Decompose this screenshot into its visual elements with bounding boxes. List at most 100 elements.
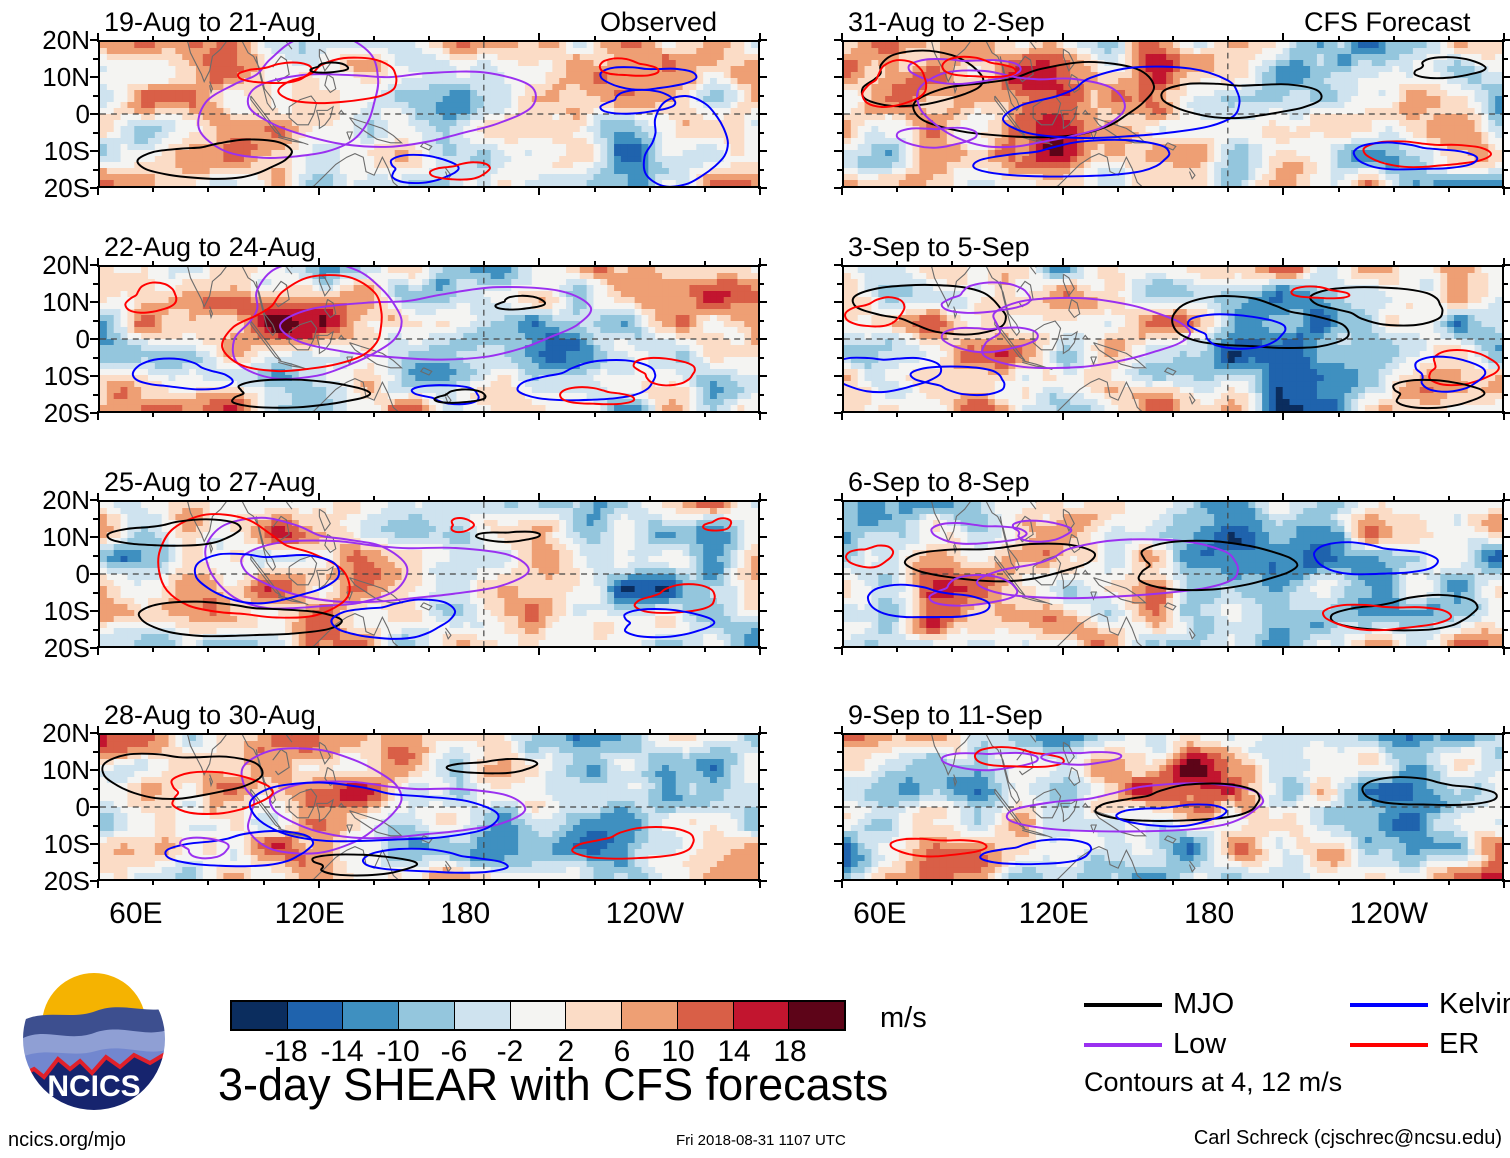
panel-title-1: 19-Aug to 21-Aug xyxy=(104,7,316,37)
colorbar-swatch-1 xyxy=(287,1002,344,1029)
x-tick xyxy=(1337,36,1340,42)
x-tick xyxy=(703,411,706,417)
x-tick xyxy=(262,646,265,652)
y-axis-tick-3-2: 0 xyxy=(75,559,90,589)
y-tick xyxy=(90,610,99,612)
y-tick xyxy=(834,301,843,303)
y-axis-tick-1-2: 0 xyxy=(75,99,90,129)
y-tick xyxy=(1502,393,1508,396)
x-tick xyxy=(428,411,430,417)
y-tick xyxy=(90,412,99,414)
x-tick xyxy=(1172,261,1174,267)
x-tick xyxy=(1503,33,1505,42)
x-tick xyxy=(1447,496,1450,502)
y-tick xyxy=(834,375,843,377)
x-tick xyxy=(951,186,954,192)
x-tick xyxy=(896,496,899,502)
x-tick xyxy=(372,186,375,192)
x-tick xyxy=(207,646,210,652)
y-tick xyxy=(834,499,843,501)
y-tick xyxy=(93,787,99,790)
x-tick xyxy=(896,646,899,652)
x-tick xyxy=(1227,879,1230,885)
y-axis-tick-4-2: 0 xyxy=(75,792,90,822)
x-tick xyxy=(951,879,954,885)
y-tick xyxy=(758,499,767,501)
colorbar-swatch-8 xyxy=(677,1002,734,1029)
y-tick xyxy=(93,393,99,396)
x-tick xyxy=(1006,729,1009,735)
y-tick xyxy=(758,187,767,189)
x-tick xyxy=(152,186,155,192)
y-tick xyxy=(758,319,764,322)
y-tick xyxy=(758,57,764,60)
contour-interval-note: Contours at 4, 12 m/s xyxy=(1084,1067,1343,1097)
y-tick xyxy=(758,150,767,152)
y-tick xyxy=(93,282,99,285)
x-tick xyxy=(262,879,265,885)
x-tick xyxy=(1503,493,1505,502)
x-tick xyxy=(317,33,320,42)
panel-title-2: 22-Aug to 24-Aug xyxy=(104,232,316,262)
y-tick xyxy=(1502,573,1510,575)
x-tick xyxy=(428,879,430,885)
plot-panel-1 xyxy=(98,40,760,188)
x-tick xyxy=(483,411,486,417)
x-tick xyxy=(1392,186,1395,192)
x-tick xyxy=(703,261,706,267)
x-tick xyxy=(1503,411,1505,420)
y-tick xyxy=(758,843,767,845)
x-tick xyxy=(483,879,486,885)
x-tick xyxy=(1006,496,1009,502)
y-tick xyxy=(93,94,99,97)
y-tick xyxy=(834,732,843,734)
x-tick xyxy=(648,36,651,42)
y-tick xyxy=(93,57,99,60)
x-axis-tick-left-1: 120E xyxy=(274,897,345,930)
y-tick xyxy=(834,769,843,771)
y-tick xyxy=(837,57,843,60)
x-tick xyxy=(262,729,265,735)
y-tick xyxy=(93,861,99,864)
y-tick xyxy=(90,647,99,649)
y-axis-tick-2-2: 0 xyxy=(75,324,90,354)
x-tick xyxy=(759,646,761,655)
x-tick xyxy=(207,729,210,735)
y-tick xyxy=(93,356,99,359)
x-tick xyxy=(262,186,265,192)
y-tick xyxy=(758,412,767,414)
x-tick xyxy=(97,411,99,420)
y-tick xyxy=(758,168,764,171)
x-tick xyxy=(951,496,954,502)
x-axis-tick-right-0: 60E xyxy=(853,897,907,930)
y-tick xyxy=(90,573,99,575)
footer-author[interactable]: Carl Schreck (cjschrec@ncsu.edu) xyxy=(1193,1127,1502,1149)
colorbar-swatch-10 xyxy=(789,1002,845,1029)
x-tick xyxy=(372,261,375,267)
panel-title-3: 25-Aug to 27-Aug xyxy=(104,467,316,497)
x-tick xyxy=(1227,729,1230,735)
x-tick xyxy=(483,496,486,502)
x-tick xyxy=(1172,411,1174,417)
footer-site-link[interactable]: ncics.org/mjo xyxy=(8,1129,126,1151)
y-tick xyxy=(90,187,99,189)
x-tick xyxy=(262,411,265,417)
y-tick xyxy=(837,393,843,396)
y-tick xyxy=(758,264,767,266)
y-tick xyxy=(834,113,843,115)
panel-title-4: 28-Aug to 30-Aug xyxy=(104,700,316,730)
x-tick xyxy=(1006,36,1009,42)
x-tick xyxy=(1392,36,1395,42)
x-tick xyxy=(1116,261,1119,267)
x-tick xyxy=(1392,261,1395,267)
colorbar-swatch-5 xyxy=(510,1002,567,1029)
y-tick xyxy=(90,843,99,845)
x-axis-tick-right-1: 120E xyxy=(1018,897,1089,930)
x-tick xyxy=(1006,879,1009,885)
x-tick xyxy=(1061,726,1064,735)
y-tick xyxy=(758,806,767,808)
column-header-observed: Observed xyxy=(600,7,718,37)
x-tick xyxy=(207,879,210,885)
colorbar-tick-label-5: 2 xyxy=(557,1035,575,1068)
y-tick xyxy=(1502,536,1510,538)
